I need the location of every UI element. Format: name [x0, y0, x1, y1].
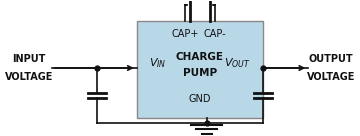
Text: $V_{OUT}$: $V_{OUT}$: [224, 56, 251, 69]
Bar: [137, 21, 263, 118]
Text: CAP+: CAP+: [171, 29, 198, 39]
Text: VOLTAGE: VOLTAGE: [307, 72, 355, 82]
Text: $V_{IN}$: $V_{IN}$: [149, 56, 166, 69]
Text: CAP-: CAP-: [204, 29, 226, 39]
Text: PUMP: PUMP: [183, 68, 217, 78]
Text: GND: GND: [189, 94, 211, 104]
Text: INPUT: INPUT: [13, 54, 46, 64]
Text: CHARGE: CHARGE: [176, 52, 224, 62]
Text: OUTPUT: OUTPUT: [309, 54, 353, 64]
Text: VOLTAGE: VOLTAGE: [5, 72, 53, 82]
